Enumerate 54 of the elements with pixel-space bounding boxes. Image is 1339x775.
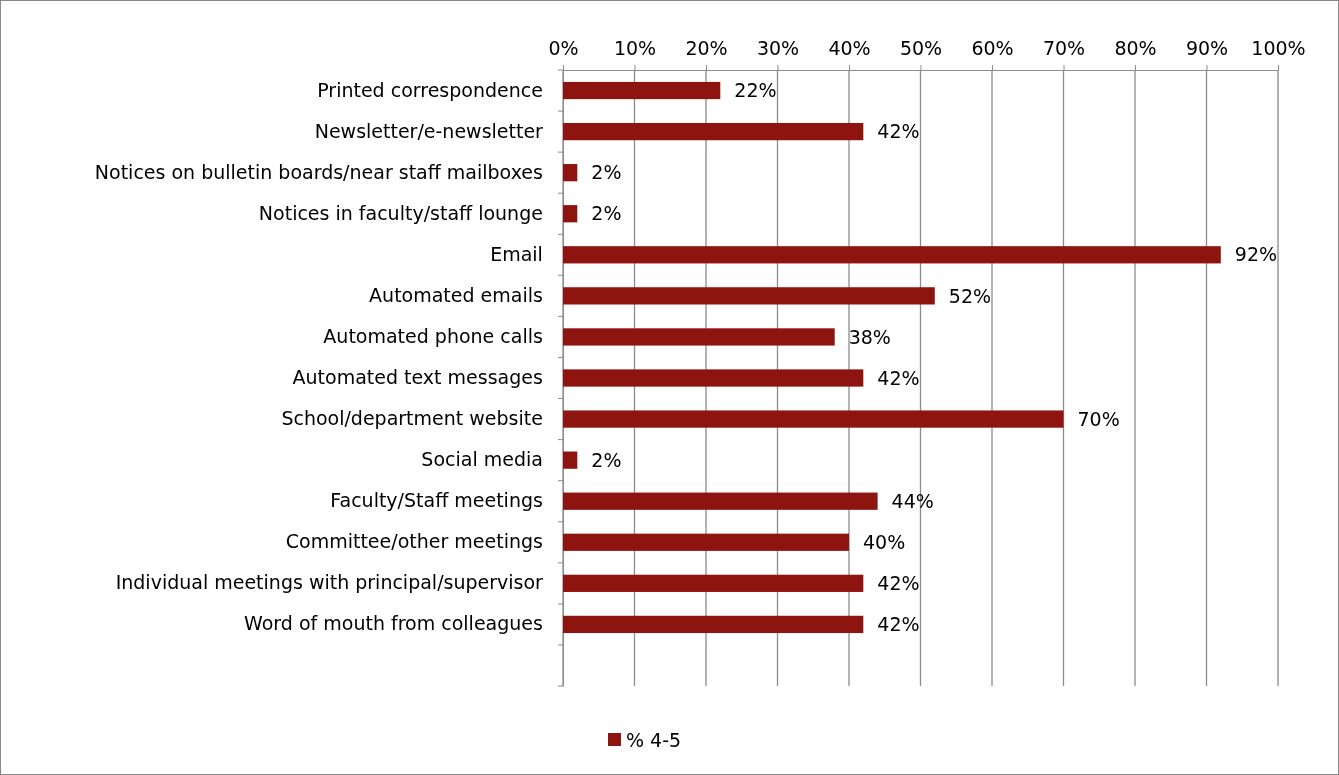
data-label: 44%: [891, 489, 934, 512]
bar: [563, 369, 864, 387]
y-tick-label: Word of mouth from colleagues: [244, 612, 543, 635]
x-tick-label: 30%: [756, 37, 800, 60]
bar: [563, 287, 935, 305]
bar: [563, 451, 578, 469]
bar: [563, 164, 578, 182]
data-label: 42%: [877, 366, 920, 389]
data-label: 52%: [948, 284, 992, 307]
x-tick-label: 0%: [548, 37, 579, 60]
x-tick-label: 90%: [1185, 37, 1229, 60]
bar: [563, 205, 578, 223]
x-tick-label: 60%: [971, 37, 1014, 60]
y-tick-label: Social media: [421, 448, 543, 471]
x-tick-label: 50%: [899, 37, 943, 60]
bar: [563, 615, 864, 634]
y-tick-label: Automated phone calls: [323, 325, 543, 348]
data-label: 40%: [863, 530, 906, 553]
data-label: 2%: [591, 448, 622, 471]
data-label: 42%: [877, 613, 920, 636]
y-tick-label: Notices in faculty/staff lounge: [258, 201, 543, 224]
x-tick-label: 70%: [1042, 37, 1086, 60]
y-tick-label: Faculty/Staff meetings: [330, 489, 543, 512]
y-tick-label: Printed correspondence: [317, 78, 543, 101]
bar: [563, 81, 721, 100]
bar: [563, 533, 849, 551]
bar: [563, 410, 1064, 428]
data-label: 2%: [591, 161, 622, 184]
data-label: 22%: [734, 79, 777, 102]
bar: [563, 574, 864, 592]
x-tick-label: 80%: [1114, 37, 1157, 60]
bar: [563, 328, 835, 346]
y-tick-label: Individual meetings with principal/supervisor: [115, 571, 544, 594]
y-tick-label: School/department website: [281, 407, 543, 430]
y-tick-label: Automated text messages: [292, 366, 543, 389]
data-label: 42%: [877, 571, 920, 594]
x-tick-label: 100%: [1251, 37, 1306, 60]
x-tick-label: 40%: [828, 37, 871, 60]
bar: [563, 492, 878, 510]
bar: [563, 122, 864, 141]
y-tick-label: Notices on bulletin boards/near staff mailboxes: [94, 160, 543, 183]
legend-label: % 4-5: [626, 728, 682, 751]
data-label: 70%: [1077, 407, 1120, 430]
data-label: 38%: [848, 325, 891, 348]
bar: [563, 246, 1221, 264]
y-tick-label: Email: [490, 242, 543, 265]
y-tick-label: Committee/other meetings: [285, 530, 543, 553]
y-tick-label: Newsletter/e-newsletter: [314, 119, 544, 142]
x-tick-label: 10%: [613, 37, 657, 60]
data-label: 42%: [877, 120, 920, 143]
data-label: 2%: [591, 202, 622, 225]
data-label: 92%: [1234, 243, 1278, 266]
x-tick-label: 20%: [685, 37, 728, 60]
y-tick-label: Automated emails: [369, 283, 543, 306]
